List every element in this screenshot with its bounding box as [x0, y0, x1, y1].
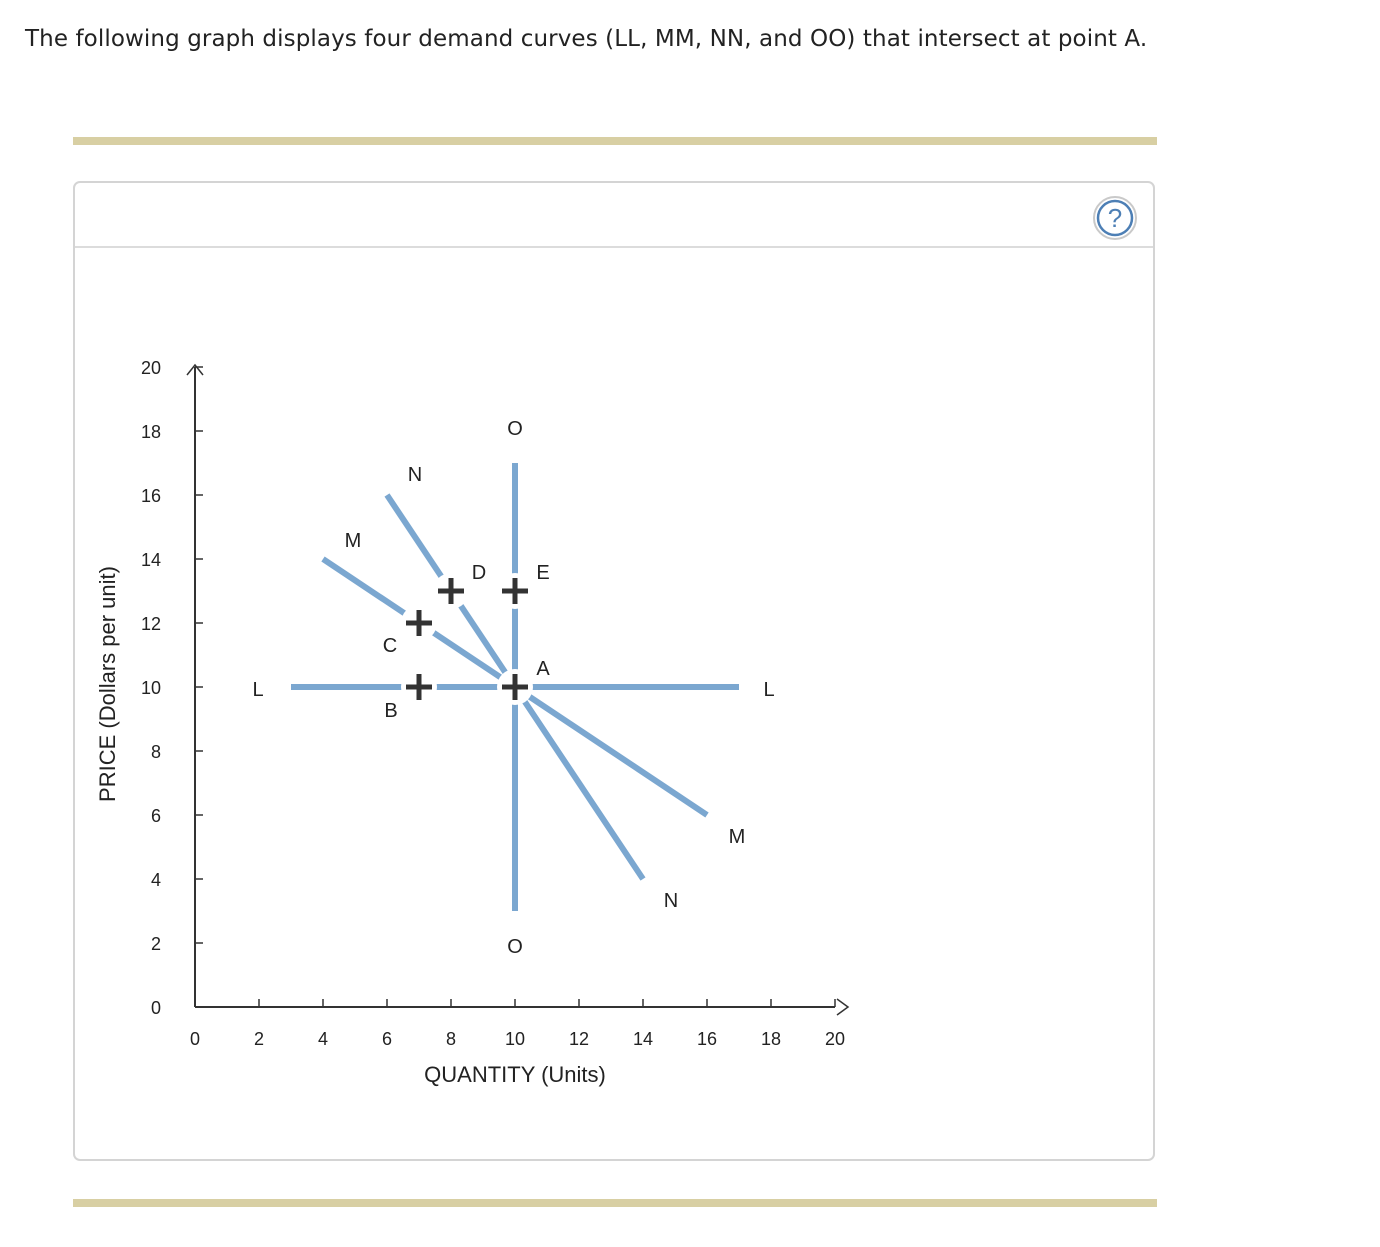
curve-label-m: M — [345, 530, 362, 552]
curve-label-n: N — [408, 464, 422, 486]
x-tick-label: 12 — [569, 1029, 589, 1049]
question-glyph: ? — [1108, 203, 1122, 233]
y-tick-label: 8 — [151, 742, 161, 762]
x-tick-label: 8 — [446, 1029, 456, 1049]
chart-points — [406, 578, 528, 700]
curve-label-l: L — [763, 679, 774, 701]
y-tick-label: 6 — [151, 806, 161, 826]
y-tick-label: 18 — [141, 422, 161, 442]
curve-label-o: O — [507, 418, 523, 440]
point-label-c: C — [383, 635, 397, 657]
y-tick-label: 14 — [141, 550, 161, 570]
curve-label-o: O — [507, 936, 523, 958]
x-tick-label: 14 — [633, 1029, 653, 1049]
x-tick-label: 2 — [254, 1029, 264, 1049]
x-axis-title: QUANTITY (Units) — [424, 1062, 606, 1087]
x-tick-label: 0 — [190, 1029, 200, 1049]
bottom-divider — [73, 1199, 1157, 1207]
y-tick-label: 20 — [141, 358, 161, 378]
question-icon: ? — [1093, 196, 1137, 240]
y-axis-arrow — [186, 363, 204, 376]
x-tick-label: 10 — [505, 1029, 525, 1049]
point-label-e: E — [536, 562, 549, 584]
curve-label-m: M — [729, 826, 746, 848]
x-tick-label: 16 — [697, 1029, 717, 1049]
x-axis-arrow — [836, 998, 850, 1016]
point-label-d: D — [472, 562, 486, 584]
axes: 0 2 4 6 8 10 12 14 16 18 20 0 2 4 6 8 10 12 14 16 18 20 QUANTI… — [95, 358, 850, 1087]
x-tick-label: 18 — [761, 1029, 781, 1049]
chart-labels: L L M M N N O O A B C D E — [252, 418, 774, 958]
point-label-a: A — [536, 658, 550, 680]
x-tick-label: 6 — [382, 1029, 392, 1049]
y-tick-label: 12 — [141, 614, 161, 634]
top-divider — [73, 137, 1157, 145]
intro-text: The following graph displays four demand… — [25, 26, 1148, 52]
curve-label-n: N — [664, 890, 678, 912]
y-tick-label: 2 — [151, 934, 161, 954]
y-tick-label: 16 — [141, 486, 161, 506]
x-tick-label: 4 — [318, 1029, 328, 1049]
y-tick-label: 4 — [151, 870, 161, 890]
curve-label-l: L — [252, 679, 263, 701]
help-button[interactable]: ? — [1093, 196, 1137, 240]
graph-panel: ? — [73, 181, 1155, 1161]
y-axis-title: PRICE (Dollars per unit) — [95, 566, 120, 802]
x-tick-label: 20 — [825, 1029, 845, 1049]
panel-header: ? — [75, 183, 1153, 248]
y-tick-label: 10 — [141, 678, 161, 698]
point-label-b: B — [384, 700, 397, 722]
y-tick-label: 0 — [151, 998, 161, 1018]
